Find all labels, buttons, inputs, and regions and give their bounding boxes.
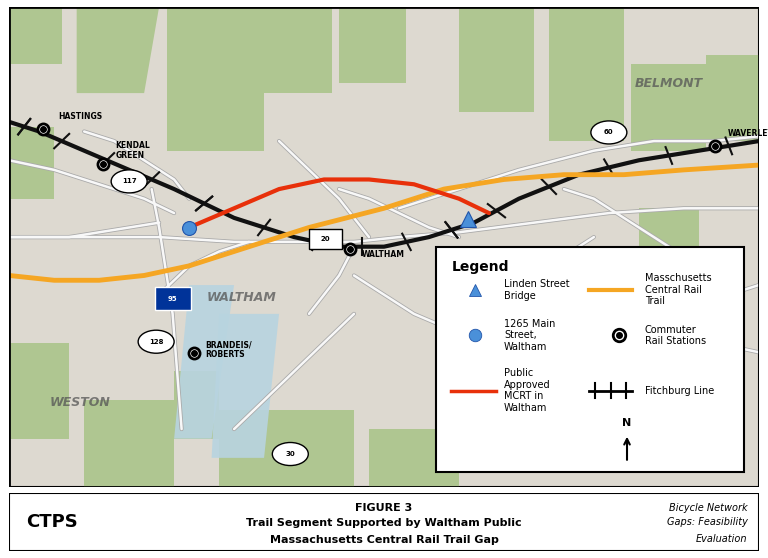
Text: 95: 95 <box>168 296 177 301</box>
Polygon shape <box>474 381 496 429</box>
Polygon shape <box>174 285 234 439</box>
Text: Massachusetts Central Rail Trail Gap: Massachusetts Central Rail Trail Gap <box>270 535 498 545</box>
Text: 1265 Main
Street,
Waltham: 1265 Main Street, Waltham <box>504 319 555 352</box>
Text: Masschusetts
Central Rail
Trail: Masschusetts Central Rail Trail <box>645 273 712 306</box>
Polygon shape <box>534 333 609 400</box>
Polygon shape <box>549 7 624 141</box>
Circle shape <box>591 121 627 144</box>
Text: HASTINGS: HASTINGS <box>58 112 102 121</box>
Polygon shape <box>631 64 707 151</box>
Text: WESTON: WESTON <box>50 396 111 409</box>
Bar <box>154 287 190 310</box>
Polygon shape <box>84 400 174 487</box>
Polygon shape <box>9 127 55 199</box>
Text: Fitchburg Line: Fitchburg Line <box>645 386 714 396</box>
Text: Bicycle Network: Bicycle Network <box>669 503 747 513</box>
Text: CTPS: CTPS <box>25 513 78 531</box>
Text: KENDAL
GREEN: KENDAL GREEN <box>116 141 151 160</box>
Text: BELMONT: BELMONT <box>635 77 703 90</box>
Text: 30: 30 <box>286 451 295 457</box>
Polygon shape <box>264 7 332 93</box>
Polygon shape <box>639 208 699 295</box>
Text: Evaluation: Evaluation <box>696 533 747 543</box>
Text: FIGURE 3: FIGURE 3 <box>356 503 412 513</box>
Text: 60: 60 <box>604 129 614 136</box>
Polygon shape <box>339 7 406 84</box>
Text: Public
Approved
MCRT in
Waltham: Public Approved MCRT in Waltham <box>504 368 551 413</box>
Polygon shape <box>219 410 354 487</box>
Bar <box>309 229 342 249</box>
Polygon shape <box>452 304 482 352</box>
Polygon shape <box>212 314 279 458</box>
Text: N: N <box>622 418 631 428</box>
Polygon shape <box>369 429 459 487</box>
Circle shape <box>111 170 147 193</box>
Text: BRANDEIS/
ROBERTS: BRANDEIS/ ROBERTS <box>206 340 252 359</box>
Text: WALTHAM: WALTHAM <box>362 250 405 259</box>
Text: Trail Segment Supported by Waltham Public: Trail Segment Supported by Waltham Publi… <box>247 518 521 528</box>
Text: Linden Street
Bridge: Linden Street Bridge <box>504 279 570 301</box>
Circle shape <box>138 330 174 353</box>
Circle shape <box>273 442 308 465</box>
Text: 20: 20 <box>321 236 330 242</box>
Text: 117: 117 <box>122 179 137 184</box>
Polygon shape <box>9 7 61 64</box>
Text: Commuter
Rail Stations: Commuter Rail Stations <box>645 325 706 347</box>
Polygon shape <box>167 7 264 151</box>
Polygon shape <box>9 343 69 439</box>
Polygon shape <box>459 7 534 112</box>
Polygon shape <box>707 55 759 141</box>
Bar <box>436 247 743 472</box>
Polygon shape <box>174 372 219 439</box>
Text: WALTHAM: WALTHAM <box>207 291 276 304</box>
Text: Gaps: Feasibility: Gaps: Feasibility <box>667 517 747 527</box>
Text: 128: 128 <box>149 339 164 345</box>
Text: WATERTOWN: WATERTOWN <box>541 302 632 316</box>
Polygon shape <box>77 7 159 93</box>
Text: WAVERLEY: WAVERLEY <box>727 129 768 138</box>
Text: Legend: Legend <box>452 260 509 274</box>
